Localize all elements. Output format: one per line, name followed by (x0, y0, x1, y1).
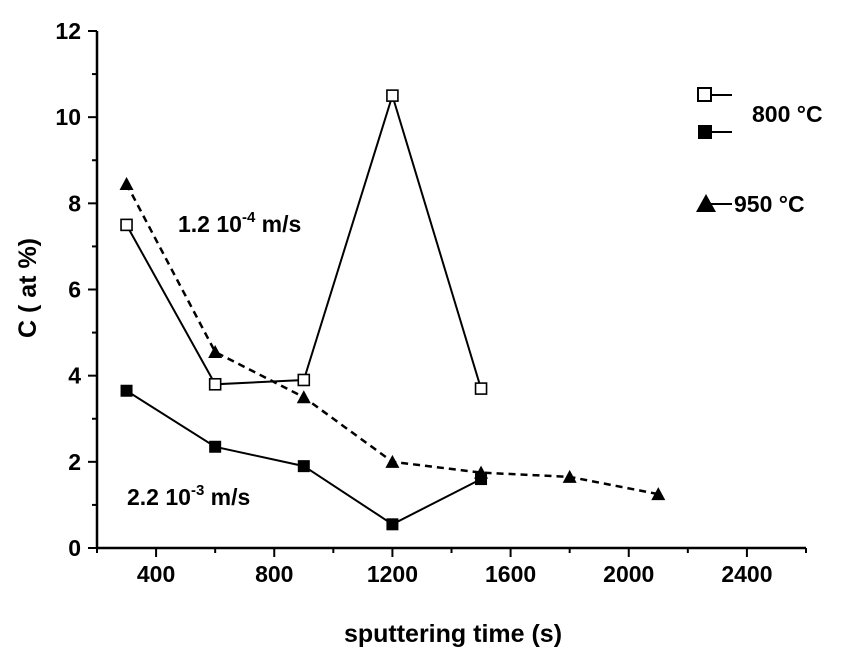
annotation-upper-base: 1.2 10 (178, 211, 242, 237)
annotation-lower-exponent: -3 (191, 482, 204, 499)
y-tick-label: 8 (68, 190, 81, 216)
data-point (209, 440, 222, 453)
data-point (297, 373, 311, 387)
series-layer (119, 89, 666, 531)
legend-label-800: 800 °C (752, 101, 823, 127)
x-axis-label: sputtering time (s) (344, 620, 562, 648)
annotation-upper-exponent: -4 (242, 209, 256, 226)
y-tick-label: 6 (68, 277, 81, 303)
data-point (474, 465, 489, 479)
legend-marker-open-square (697, 87, 712, 102)
data-point (208, 377, 222, 391)
data-point (297, 460, 310, 473)
legend-marker-filled-square (698, 125, 712, 139)
series-line (125, 92, 482, 389)
x-tick-label: 2000 (603, 561, 654, 587)
data-point (651, 487, 666, 501)
data-point (474, 382, 488, 395)
annotation-lower-rate: 2.2 10-3 m/s (127, 482, 250, 510)
y-axis-label: C ( at %) (14, 238, 42, 338)
annotation-upper-rate: 1.2 10-4 m/s (178, 209, 301, 237)
annotation-lower-base: 2.2 10 (127, 484, 191, 510)
y-tick-label: 0 (68, 535, 81, 561)
y-tick-label: 2 (68, 449, 81, 475)
data-point (120, 218, 133, 232)
y-tick-label: 10 (55, 104, 81, 130)
series-filled-square (120, 384, 488, 531)
data-point (119, 176, 134, 190)
x-tick-label: 2400 (721, 561, 772, 587)
annotation-lower-unit: m/s (204, 484, 250, 510)
series-open-square (120, 89, 488, 395)
data-point (386, 89, 399, 102)
x-tick-label: 400 (137, 561, 175, 587)
data-point (386, 518, 399, 531)
data-point (208, 344, 223, 358)
legend-label-950: 950 °C (734, 191, 805, 217)
legend-marker-triangle (696, 194, 716, 212)
x-tick-label: 1200 (367, 561, 418, 587)
data-point (120, 384, 133, 397)
y-tick-label: 4 (68, 363, 81, 389)
data-point (296, 390, 311, 404)
axes: 400 800 1200 1600 2000 2400 0 2 4 6 8 10 12 (55, 18, 807, 587)
x-tick-label: 1600 (485, 561, 536, 587)
data-point (385, 454, 400, 468)
legend: 800 °C 950 °C (696, 87, 823, 217)
data-point (562, 469, 577, 483)
x-tick-label: 800 (255, 561, 293, 587)
series-filled-triangle (119, 176, 666, 501)
annotation-upper-unit: m/s (255, 211, 301, 237)
y-tick-label: 12 (55, 18, 81, 44)
